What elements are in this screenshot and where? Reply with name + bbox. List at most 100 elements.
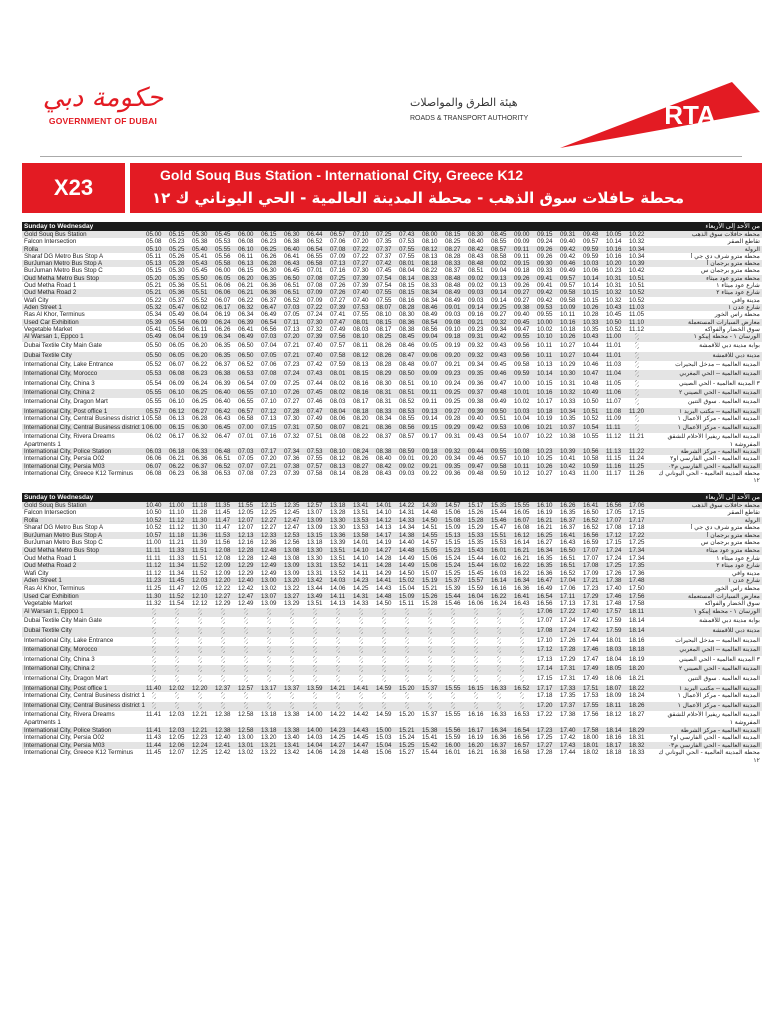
departure-time: 06.45: [215, 424, 238, 434]
skip-marker: [169, 627, 192, 637]
departure-time: 13.18: [307, 539, 323, 547]
departure-time: 09.48: [583, 231, 606, 239]
skip-marker: [146, 646, 169, 656]
departure-time: 09.01: [399, 455, 415, 463]
departure-time: 09.56: [514, 342, 530, 350]
departure-time: 05.50: [146, 342, 162, 350]
departure-time: 09.41: [537, 282, 553, 290]
squiggle-icon: [221, 646, 225, 654]
skip-marker: [284, 692, 307, 702]
departure-time: 11.15: [606, 455, 622, 463]
departure-time: 08.52: [399, 398, 415, 406]
departure-time: 11.55: [238, 501, 261, 510]
skip-marker: [445, 627, 468, 637]
squiggle-icon: [152, 607, 156, 615]
departure-time: 15.44: [491, 509, 507, 517]
departure-time: 08.16: [353, 388, 376, 399]
skip-marker: [330, 646, 353, 656]
skip-marker: [353, 636, 376, 647]
departure-time: 09.24: [537, 238, 553, 246]
departure-time: 11.52: [169, 592, 192, 601]
squiggle-icon: [635, 424, 639, 432]
departure-time: 16.06: [468, 600, 484, 608]
departure-time: 05.20: [146, 274, 169, 283]
departure-time: 06.54: [238, 379, 254, 387]
departure-time: 16.35: [537, 562, 560, 570]
table-row: Falcon Intersection 05.08 05.23 05.38 05.53 0…: [22, 238, 762, 245]
departure-time: 09.18: [514, 267, 530, 275]
departure-time: 15.55: [445, 711, 461, 719]
table-row: Gold Souq Bus Station 10.40 11.00 11.18 11.3…: [22, 501, 762, 510]
departure-time: 06.39: [215, 379, 231, 387]
stop-name-arabic: محطة مترو عود ميثاء: [652, 547, 762, 555]
skip-marker: [330, 701, 353, 712]
rta-logo: RTA: [560, 82, 760, 148]
departure-time: 08.45: [399, 333, 422, 343]
departure-time: 11.11: [146, 554, 161, 562]
stop-name-arabic: المدينة العالمية - مركز الأعمال ١: [677, 414, 760, 422]
squiggle-icon: [313, 646, 317, 654]
departure-time: 09.58: [514, 361, 530, 369]
departure-time: 08.49: [422, 311, 438, 319]
departure-time: 13.59: [307, 684, 330, 693]
stop-name-english: International City, Lake Entrance: [24, 636, 114, 644]
departure-time: 15.24: [445, 554, 461, 562]
squiggle-icon: [382, 692, 386, 700]
stop-name-english: Rolla: [22, 245, 146, 253]
departure-time: 09.40: [514, 311, 530, 319]
skip-marker: [330, 665, 353, 675]
departure-time: 10.16: [606, 245, 629, 253]
departure-time: 17.23: [583, 585, 599, 593]
departure-time: 08.49: [445, 296, 461, 304]
skip-marker: [284, 674, 307, 685]
departure-time: 12.06: [169, 741, 192, 750]
departure-time: 10.07: [514, 433, 530, 441]
skip-marker: [353, 646, 376, 656]
departure-time: 07.22: [307, 303, 330, 312]
stop-name-arabic: المدينة العالمية - مركز الأعمال ١: [652, 424, 762, 434]
departure-time: 10.00: [537, 318, 560, 326]
departure-time: 12.40: [238, 577, 261, 586]
departure-time: 16.47: [537, 577, 560, 586]
departure-time: 07.30: [284, 414, 300, 422]
squiggle-icon: [152, 701, 156, 709]
stop-name-english: Wafi City: [24, 296, 49, 304]
departure-time: 09.55: [491, 448, 514, 456]
departure-time: 06.08: [146, 469, 162, 477]
departure-time: 12.03: [169, 726, 192, 735]
departure-time: 17.47: [583, 655, 599, 663]
departure-time: 10.52: [629, 289, 652, 297]
departure-time: 06.49: [261, 311, 277, 319]
skip-marker: [376, 701, 399, 712]
table-row: International City, Lake Entrance 17.10 17…: [22, 636, 762, 647]
squiggle-icon: [451, 607, 455, 615]
departure-time: 10.44: [583, 342, 599, 350]
departure-time: 08.28: [399, 303, 422, 312]
departure-time: 16.51: [560, 554, 576, 562]
departure-time: 08.10: [330, 448, 353, 456]
squiggle-icon: [451, 617, 455, 625]
departure-time: 10.23: [537, 448, 560, 456]
squiggle-icon: [635, 333, 639, 341]
departure-time: 09.42: [560, 252, 576, 260]
departure-time: 18.26: [629, 701, 652, 712]
table-row: BurJuman Metro Bus Stop A 05.13 05.28 05.43…: [22, 260, 762, 268]
stop-name-arabic: ٣ المدينة العالمية - الحي الصيني: [678, 379, 760, 387]
table-row: Rolla 05.10 05.25 05.40 05.55 06.10 06.25 06.40…: [22, 245, 762, 253]
departure-time: 09.57: [583, 238, 599, 246]
departure-time: 13.07: [261, 592, 284, 601]
departure-time: 08.38: [376, 448, 399, 456]
squiggle-icon: [382, 701, 386, 709]
departure-time: 14.59: [376, 684, 399, 693]
skip-marker: [491, 674, 514, 685]
departure-time: 15.26: [422, 592, 445, 601]
departure-time: 08.33: [376, 407, 399, 415]
departure-time: 12.49: [238, 600, 254, 608]
departure-time: 17.34: [629, 547, 652, 555]
departure-time: 09.18: [445, 333, 468, 343]
departure-time: 09.58: [491, 462, 514, 470]
departure-time: 07.41: [330, 311, 346, 319]
departure-time: 11.09: [606, 414, 622, 422]
departure-time: 09.21: [422, 462, 445, 470]
squiggle-icon: [497, 646, 501, 654]
